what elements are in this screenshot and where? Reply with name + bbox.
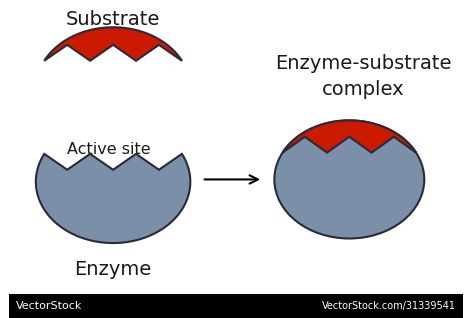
Ellipse shape (274, 121, 424, 238)
Polygon shape (283, 121, 416, 153)
Text: VectorStock: VectorStock (16, 301, 82, 311)
Polygon shape (36, 154, 191, 243)
Text: Active site: Active site (67, 142, 150, 157)
Text: VectorStock.com/31339541: VectorStock.com/31339541 (322, 301, 456, 311)
Bar (9, 294, 463, 318)
Text: Enzyme: Enzyme (74, 260, 152, 279)
Polygon shape (44, 27, 182, 61)
Text: complex: complex (322, 80, 404, 99)
Text: Substrate: Substrate (66, 10, 160, 29)
Text: Enzyme-substrate: Enzyme-substrate (275, 54, 451, 73)
